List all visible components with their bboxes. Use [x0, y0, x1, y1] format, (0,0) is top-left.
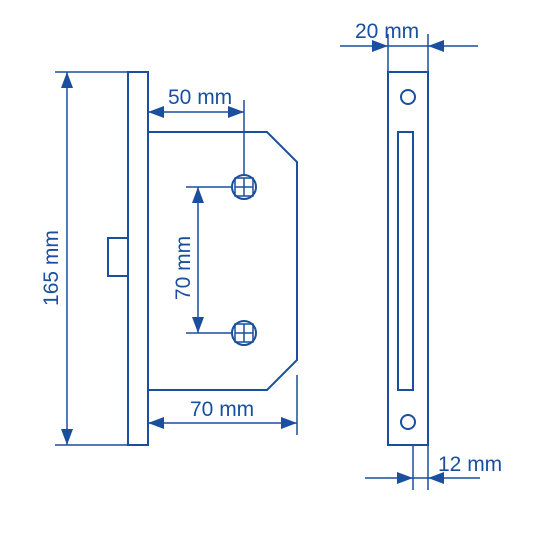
lock-technical-drawing: 165 mm 50 mm 70 mm 70 mm 20 mm	[0, 0, 551, 551]
spindle-hole-top	[232, 175, 256, 199]
screw-hole-bottom	[401, 415, 415, 429]
dim-20mm-label: 20 mm	[355, 20, 419, 43]
dim-20mm: 20 mm	[340, 20, 478, 72]
dim-70mm-v-label: 70 mm	[172, 236, 195, 300]
dim-12mm-label: 12 mm	[438, 453, 502, 476]
side-plate-inner	[398, 132, 413, 390]
latch-bolt	[108, 238, 128, 276]
screw-hole-top	[401, 90, 415, 104]
faceplate	[128, 72, 148, 445]
dim-165mm-label: 165 mm	[40, 230, 63, 306]
lock-body	[148, 132, 297, 390]
key-hole-bottom	[232, 321, 256, 345]
dim-70mm-h-label: 70 mm	[190, 398, 254, 421]
dim-12mm: 12 mm	[365, 445, 502, 490]
dim-50mm-label: 50 mm	[168, 86, 232, 109]
